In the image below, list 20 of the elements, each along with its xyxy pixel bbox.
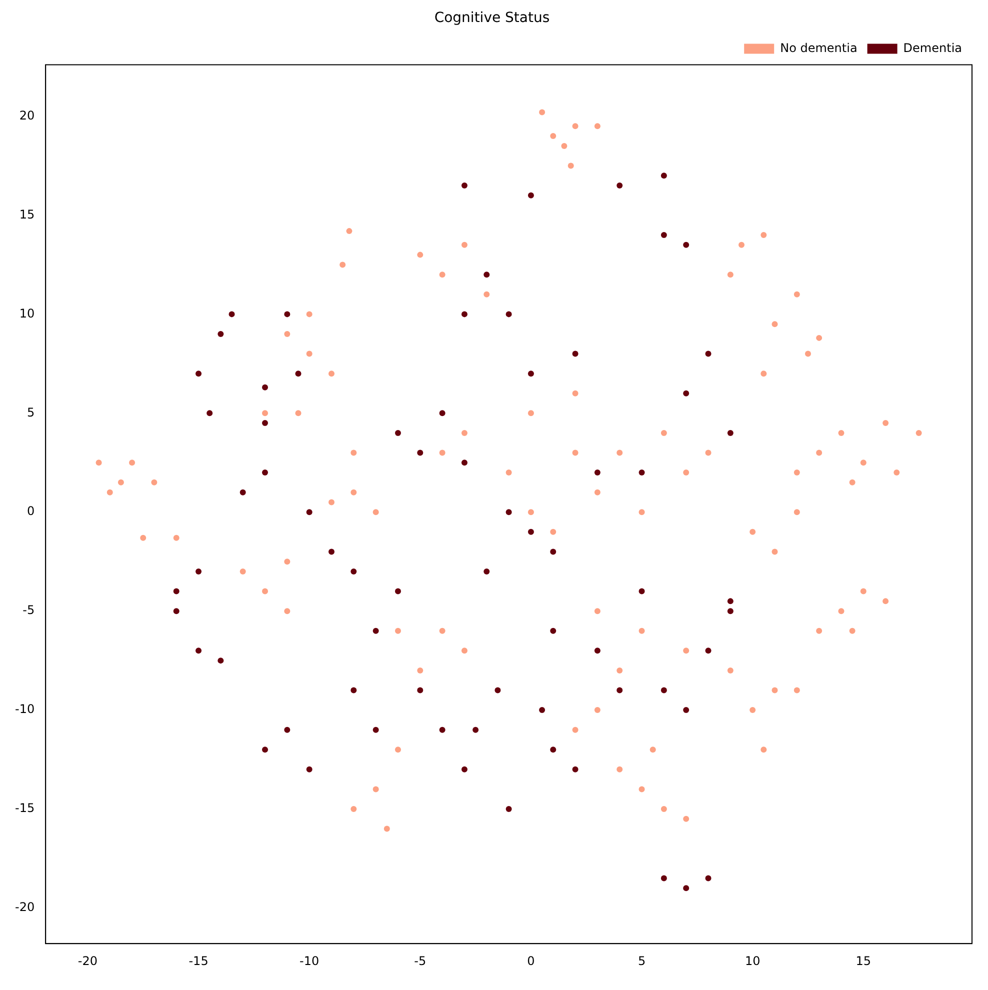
x-tick-label: 10	[744, 954, 760, 968]
y-tick-label: 10	[19, 306, 35, 320]
x-tick-label: -20	[78, 954, 98, 968]
y-tick-label: -20	[14, 900, 35, 914]
y-tick-label: 5	[26, 405, 35, 420]
y-tick-label: 0	[26, 504, 35, 518]
chart-title: Cognitive Status	[434, 10, 550, 26]
legend-label: No dementia	[780, 40, 858, 55]
y-tick-label: -15	[14, 801, 35, 816]
y-tick-label: -10	[14, 702, 35, 716]
x-tick-label: -5	[414, 954, 426, 968]
y-tick-label: -5	[22, 603, 35, 618]
x-tick-label: -10	[300, 954, 320, 968]
x-tick-label: -15	[188, 954, 208, 968]
y-tick-label: 15	[19, 207, 35, 222]
x-tick-label: 15	[856, 954, 872, 968]
legend-label: Dementia	[903, 40, 962, 55]
x-tick-label: 0	[527, 954, 535, 968]
x-tick-label: 5	[638, 954, 646, 968]
y-tick-label: 20	[19, 108, 35, 122]
